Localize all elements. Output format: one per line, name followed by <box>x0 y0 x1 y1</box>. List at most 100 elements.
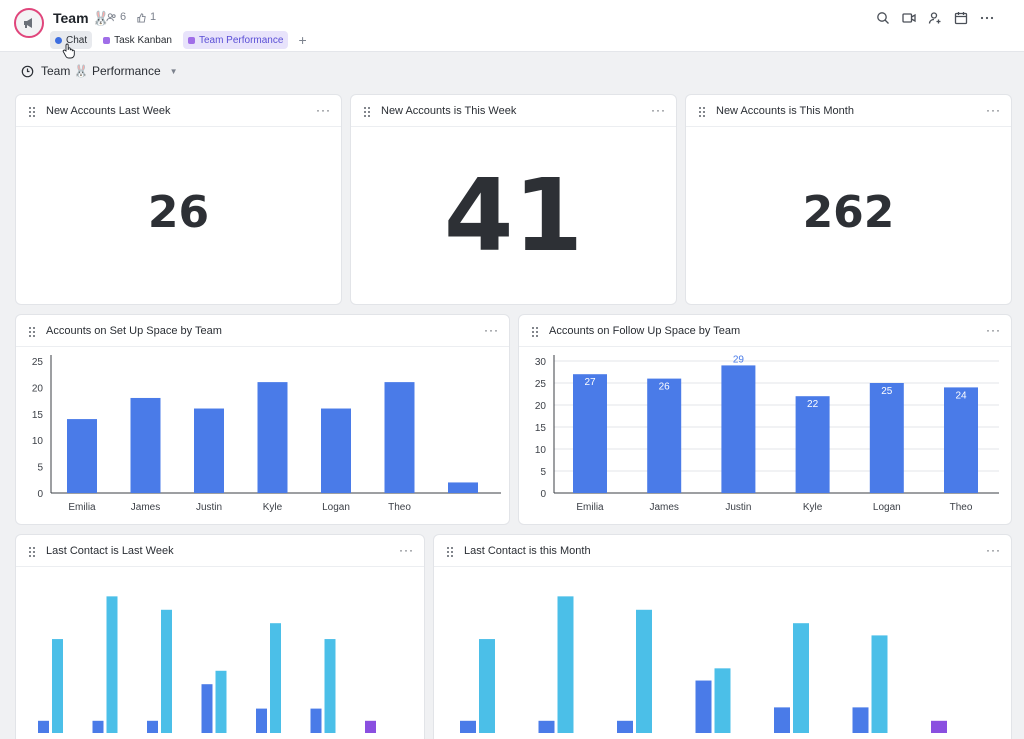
card-new-accounts-last-week: New Accounts Last Week ··· 26 <box>15 94 342 305</box>
bar <box>448 482 478 493</box>
card-menu-button[interactable]: ··· <box>399 543 414 557</box>
card-accounts-setup: Accounts on Set Up Space by Team ··· 0 5 1… <box>15 314 510 525</box>
bar <box>617 720 633 733</box>
card-menu-button[interactable]: ··· <box>651 103 666 117</box>
dashboard-title[interactable]: Team 🐰 Performance ▼ <box>21 64 178 78</box>
bar <box>67 419 97 493</box>
y-tick-label: 25 <box>32 357 44 368</box>
card-header: Last Contact is this Month ··· <box>434 535 1011 567</box>
bar <box>215 670 227 733</box>
bar <box>714 668 731 733</box>
bar <box>194 408 224 493</box>
metric-value: 262 <box>802 187 895 238</box>
card-menu-button[interactable]: ··· <box>484 323 499 337</box>
tab-team-performance[interactable]: Team Performance <box>182 31 289 49</box>
tab-label: Team Performance <box>198 34 284 46</box>
data-label: 22 <box>807 399 819 410</box>
tab-task-kanban[interactable]: Task Kanban <box>98 31 177 49</box>
search-icon[interactable] <box>876 11 890 25</box>
card-menu-button[interactable]: ··· <box>986 103 1001 117</box>
metric-value: 26 <box>147 187 210 238</box>
y-tick-label: 5 <box>37 463 43 474</box>
x-tick-label: Logan <box>873 502 901 513</box>
y-tick-label: 10 <box>535 445 547 456</box>
drag-handle-icon[interactable] <box>28 325 36 337</box>
calendar-icon[interactable] <box>954 11 968 25</box>
bar <box>257 382 288 493</box>
drag-handle-icon[interactable] <box>28 105 36 117</box>
y-tick-label: 20 <box>535 401 547 412</box>
card-menu-button[interactable]: ··· <box>986 323 1001 337</box>
setup-bar-chart: 0 5 10 15 20 25 Emilia James Justin Kyle Logan Theo <box>32 355 501 513</box>
drag-handle-icon[interactable] <box>28 545 36 557</box>
chat-icon <box>55 36 62 44</box>
x-tick-label: Logan <box>322 502 350 513</box>
bar <box>479 639 495 733</box>
bar <box>944 387 978 493</box>
bar <box>460 720 476 733</box>
thumbs-up-icon <box>137 12 146 23</box>
card-new-accounts-this-month: New Accounts is This Month ··· 262 <box>685 94 1012 305</box>
clock-icon <box>21 65 34 77</box>
tab-chat[interactable]: Chat <box>50 31 93 49</box>
y-tick-label: 0 <box>37 489 43 500</box>
card-title: Accounts on Set Up Space by Team <box>46 324 222 337</box>
dashboard-icon <box>187 36 195 44</box>
space-header: Team 🐰 6 1 Chat Task Kanban Team Perform… <box>0 0 1024 52</box>
drag-handle-icon[interactable] <box>698 105 706 117</box>
bar <box>384 382 415 493</box>
contact-month-bar-chart <box>460 596 947 733</box>
chevron-down-icon[interactable]: ▼ <box>169 66 178 76</box>
bar <box>365 720 376 733</box>
bar <box>147 720 158 733</box>
bar <box>869 383 904 493</box>
drag-handle-icon[interactable] <box>446 545 454 557</box>
bar <box>795 396 830 493</box>
card-menu-button[interactable]: ··· <box>986 543 1001 557</box>
bar <box>270 623 281 733</box>
add-view-button[interactable]: + <box>298 32 307 48</box>
x-tick-label: James <box>131 502 160 513</box>
card-header: Last Contact is Last Week ··· <box>16 535 424 567</box>
card-title: Accounts on Follow Up Space by Team <box>549 324 741 337</box>
bar <box>92 720 104 733</box>
x-tick-label: Emilia <box>576 502 604 513</box>
y-tick-label: 0 <box>540 489 546 500</box>
drag-handle-icon[interactable] <box>363 105 371 117</box>
bar <box>695 680 712 733</box>
add-member-icon[interactable] <box>928 11 942 25</box>
view-tabs: Chat Task Kanban Team Performance + <box>50 31 307 49</box>
x-tick-label: Kyle <box>263 502 283 513</box>
bar <box>321 408 351 493</box>
watchers-count-value: 1 <box>150 11 157 23</box>
bar <box>324 639 336 733</box>
bar <box>130 397 161 493</box>
header-actions <box>876 11 994 25</box>
card-header: New Accounts is This Month ··· <box>686 95 1011 127</box>
metric-value: 41 <box>443 157 584 274</box>
card-header: Accounts on Follow Up Space by Team ··· <box>519 315 1011 347</box>
card-header: Accounts on Set Up Space by Team ··· <box>16 315 509 347</box>
space-avatar[interactable] <box>14 8 44 38</box>
card-accounts-followup: Accounts on Follow Up Space by Team ··· … <box>518 314 1012 525</box>
bar <box>161 609 172 733</box>
data-label: 25 <box>881 386 893 397</box>
y-tick-label: 30 <box>535 357 547 368</box>
tab-label: Task Kanban <box>114 34 172 46</box>
x-tick-label: James <box>649 502 678 513</box>
drag-handle-icon[interactable] <box>531 325 539 337</box>
board-icon <box>103 36 111 44</box>
bar <box>647 378 682 493</box>
card-title: New Accounts is This Week <box>381 104 517 117</box>
bar <box>310 708 322 733</box>
bar <box>774 707 790 733</box>
card-title: Last Contact is Last Week <box>46 544 174 557</box>
bar <box>38 720 49 733</box>
more-options-icon[interactable] <box>980 11 994 25</box>
video-icon[interactable] <box>902 11 916 25</box>
space-name[interactable]: Team 🐰 <box>53 10 110 26</box>
card-menu-button[interactable]: ··· <box>316 103 331 117</box>
watchers-count[interactable]: 1 <box>136 11 156 23</box>
members-count[interactable]: 6 <box>106 11 126 23</box>
followup-bar-chart: 0 5 10 15 20 25 30 Emilia 27 James 26 Justin 29 Kyle 2… <box>535 354 999 513</box>
